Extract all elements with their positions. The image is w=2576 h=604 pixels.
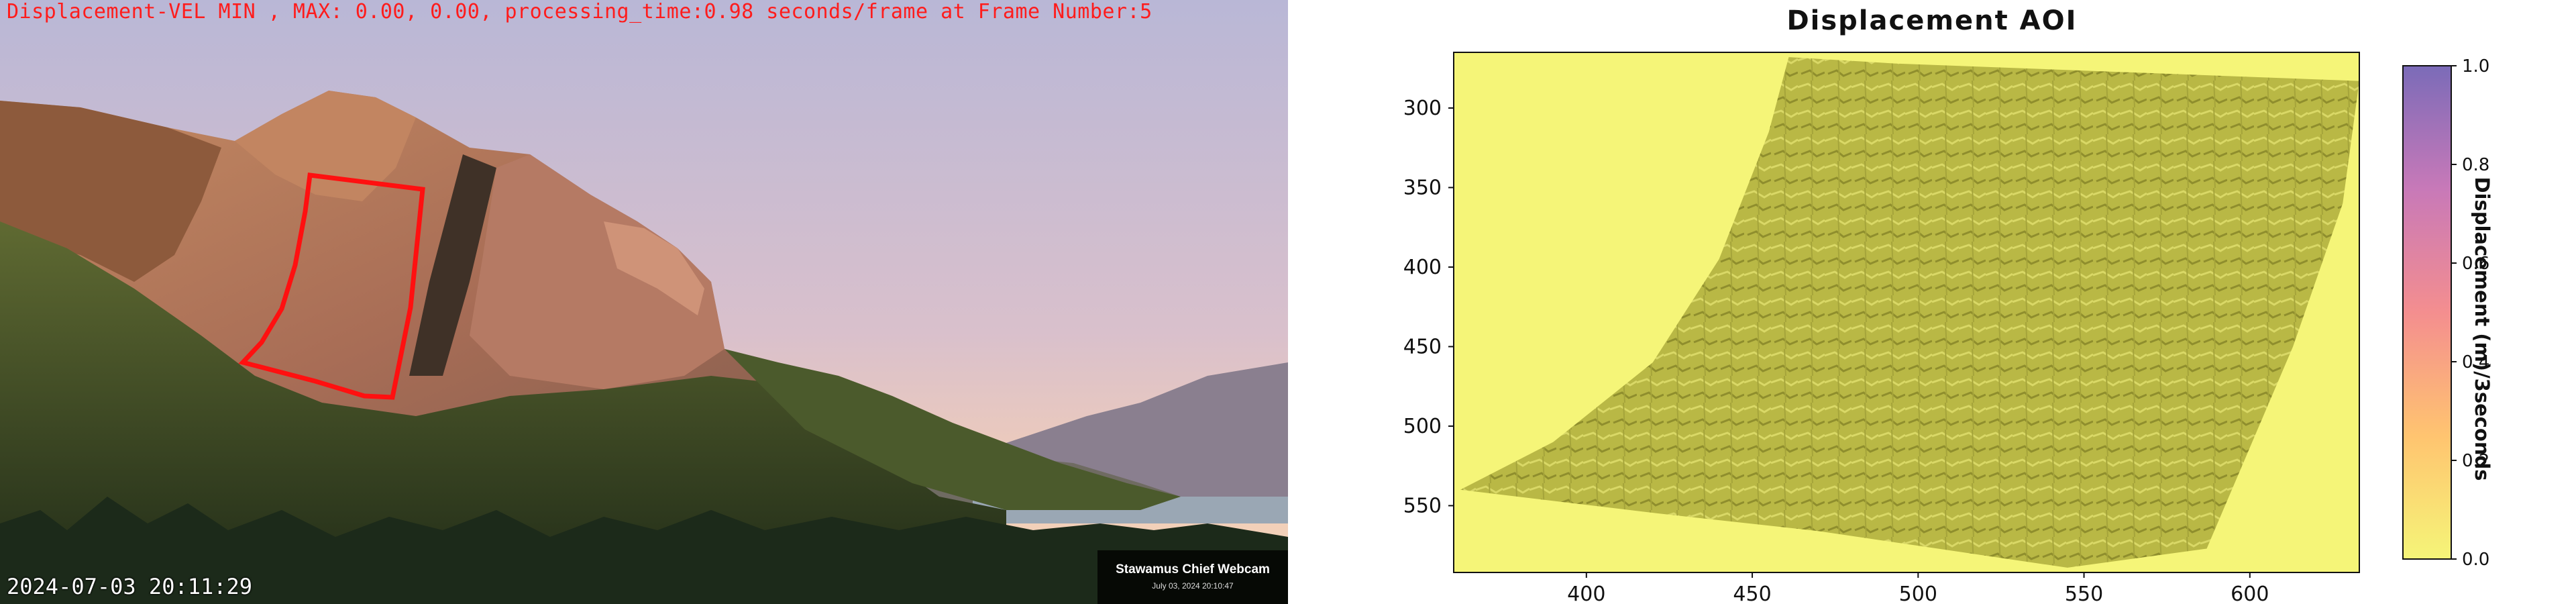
plot-frame bbox=[1453, 52, 2360, 573]
colorbar-tick-label: 0.2 bbox=[2462, 451, 2489, 471]
colorbar-tick-label: 0.0 bbox=[2462, 550, 2489, 570]
colorbar-tick-label: 0.4 bbox=[2462, 352, 2489, 372]
plot-axes: 400 450 500 550 600 300 350 400 450 500 550 0.0 0.2 0… bbox=[1403, 52, 2489, 604]
colorbar-label: Displacement (m)/3seconds bbox=[2471, 177, 2493, 481]
watermark-title: Stawamus Chief Webcam bbox=[1116, 562, 1270, 576]
y-tick-label: 450 bbox=[1403, 335, 1442, 358]
colorbar-tick-label: 0.6 bbox=[2462, 254, 2489, 274]
processing-info-text: Displacement-VEL MIN , MAX: 0.00, 0.00, … bbox=[7, 0, 1152, 23]
webcam-image bbox=[0, 0, 1288, 604]
webcam-frame: Displacement-VEL MIN , MAX: 0.00, 0.00, … bbox=[0, 0, 1288, 604]
x-tick-label: 450 bbox=[1733, 583, 1771, 604]
colorbar-tick-label: 0.8 bbox=[2462, 155, 2489, 175]
colorbar-label-box: Displacement (m)/3seconds bbox=[2471, 177, 2493, 481]
displacement-plot: Displacement AOI 400 450 500 550 600 300 350 40… bbox=[1288, 0, 2576, 604]
x-tick-label: 550 bbox=[2065, 583, 2103, 604]
colorbar-tick-label: 1.0 bbox=[2462, 56, 2489, 77]
x-tick-label: 500 bbox=[1899, 583, 1937, 604]
y-tick-label: 500 bbox=[1403, 415, 1442, 438]
colorbar bbox=[2402, 65, 2452, 560]
webcam-watermark: Stawamus Chief Webcam July 03, 2024 20:1… bbox=[1097, 550, 1288, 604]
heatmap-aoi-region bbox=[1460, 57, 2359, 568]
watermark-date: July 03, 2024 20:10:47 bbox=[1152, 581, 1234, 591]
y-tick-label: 350 bbox=[1403, 176, 1442, 199]
frame-timestamp: 2024-07-03 20:11:29 bbox=[7, 574, 253, 599]
x-tick-label: 600 bbox=[2231, 583, 2269, 604]
y-tick-label: 400 bbox=[1403, 256, 1442, 279]
plot-canvas: 400 450 500 550 600 300 350 400 450 500 550 0.0 0.2 0… bbox=[1403, 52, 2489, 604]
y-tick-label: 550 bbox=[1403, 494, 1442, 517]
y-tick-label: 300 bbox=[1403, 97, 1442, 120]
aoi-outline bbox=[238, 172, 425, 400]
x-tick-label: 400 bbox=[1567, 583, 1605, 604]
plot-title: Displacement AOI bbox=[1786, 5, 2078, 36]
